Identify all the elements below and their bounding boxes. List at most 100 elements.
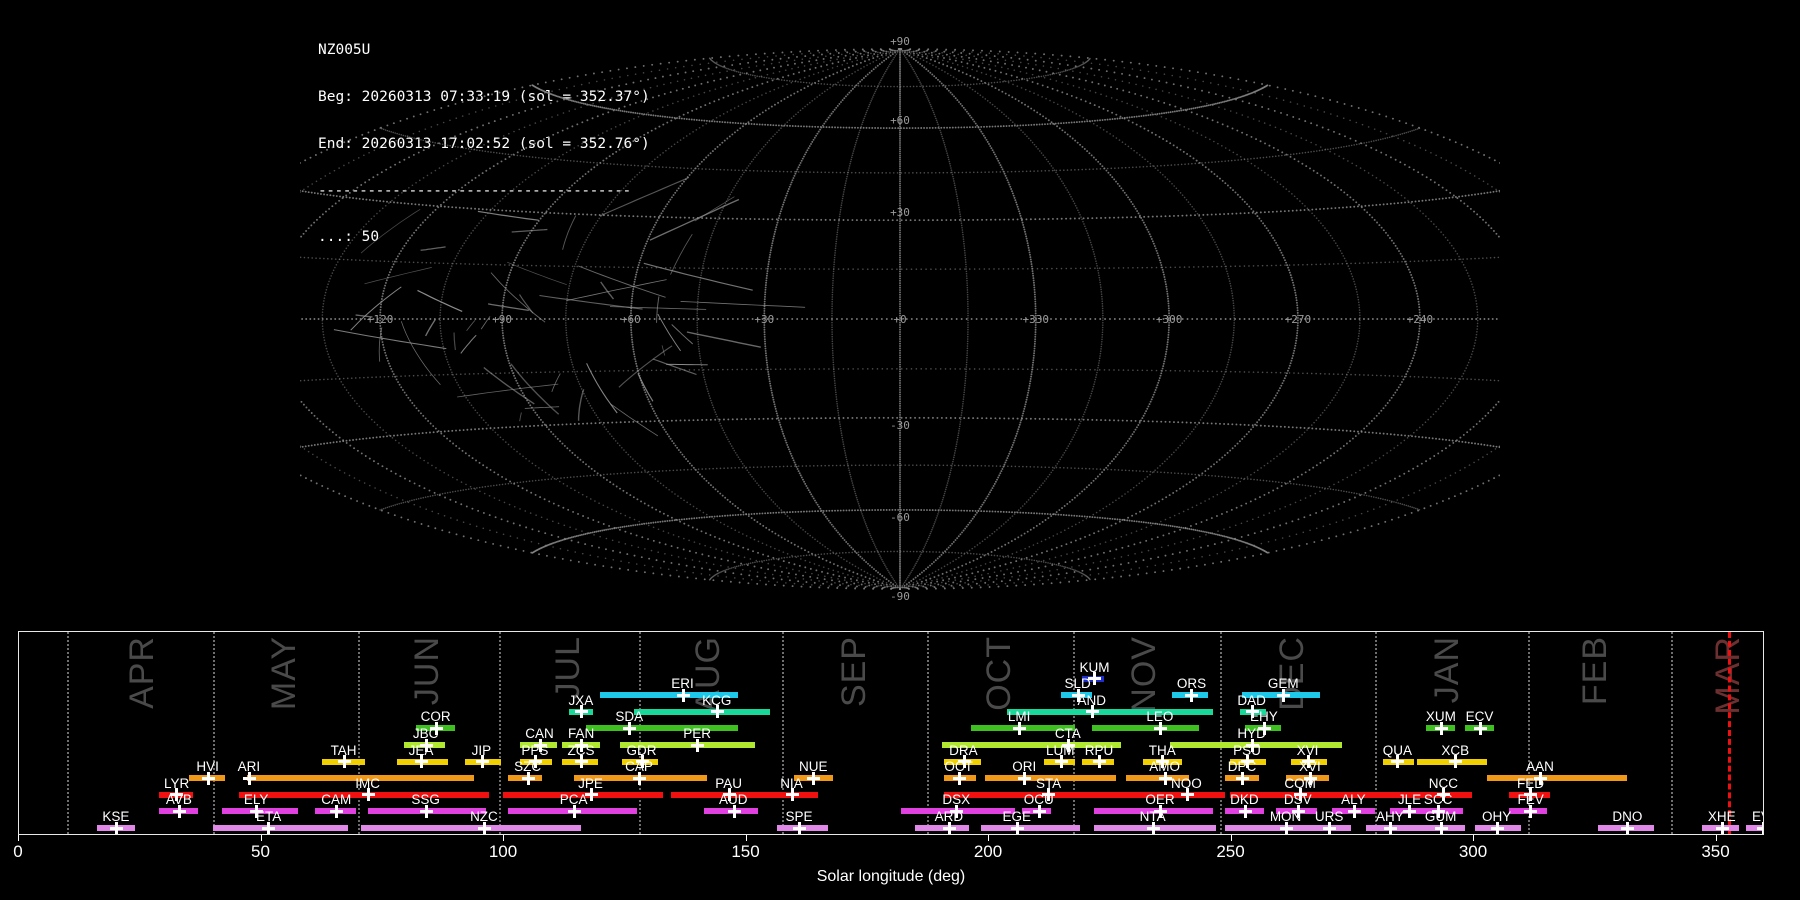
- shower-bar-aan[interactable]: [1486, 775, 1628, 782]
- shower-bar-sta[interactable]: [944, 791, 1129, 798]
- shower-label-dsv: DSV: [1283, 792, 1312, 808]
- shower-label-xcb: XCB: [1441, 742, 1470, 758]
- shower-bar-zcs[interactable]: [561, 758, 598, 765]
- shower-bar-oer[interactable]: [1094, 808, 1214, 815]
- shower-bar-nzc[interactable]: [360, 825, 581, 831]
- beg-line: Beg: 20260313 07:33:19 (sol = 352.37°): [318, 88, 650, 105]
- shower-bar-sda[interactable]: [585, 725, 739, 732]
- month-separator-feb: [1528, 632, 1531, 834]
- now-marker-line: [1727, 632, 1731, 834]
- shower-label-pau: PAU: [715, 775, 742, 791]
- axis-tick-label-300: 300: [1458, 842, 1488, 861]
- shower-label-xvi: XVI: [1296, 742, 1319, 758]
- shower-bar-jpe[interactable]: [503, 791, 664, 798]
- shower-bar-urs[interactable]: [1305, 825, 1352, 831]
- month-separator-oct: [927, 632, 930, 834]
- shower-bar-pca[interactable]: [508, 808, 637, 815]
- shower-label-hyd: HYD: [1237, 726, 1266, 741]
- shower-label-gdr: GDR: [626, 742, 657, 758]
- shower-bar-eta[interactable]: [212, 825, 349, 831]
- shower-label-leo: LEO: [1146, 709, 1174, 725]
- shower-label-aud: AUD: [719, 792, 748, 808]
- shower-bar-nia[interactable]: [765, 791, 819, 798]
- shower-bar-dkd[interactable]: [1225, 808, 1265, 815]
- shower-label-rpu: RPU: [1084, 742, 1114, 758]
- shower-bar-ahy[interactable]: [1365, 825, 1415, 831]
- shower-bar-noo[interactable]: [1118, 791, 1226, 798]
- shower-label-lmi: LMI: [1007, 709, 1031, 725]
- shower-bar-kse[interactable]: [96, 825, 136, 831]
- shower-bar-ari[interactable]: [246, 775, 475, 782]
- shower-bar-nta[interactable]: [1094, 825, 1216, 831]
- shower-label-pps: PPS: [521, 742, 549, 758]
- shower-bar-qua[interactable]: [1382, 758, 1415, 765]
- axis-title: Solar longitude (deg): [816, 868, 966, 885]
- shower-bar-ege[interactable]: [980, 825, 1080, 831]
- shower-label-ors: ORS: [1176, 676, 1207, 692]
- shower-label-oct: OCT: [944, 759, 973, 775]
- month-label-feb: FEB: [1575, 636, 1614, 706]
- shower-label-sda: SDA: [615, 709, 644, 725]
- month-label-dec: DEC: [1273, 636, 1312, 711]
- shower-bar-rpu[interactable]: [1082, 758, 1114, 765]
- shower-label-tah: TAH: [330, 742, 357, 758]
- shower-label-per: PER: [683, 726, 711, 741]
- shower-label-tha: THA: [1148, 742, 1176, 758]
- solar-longitude-axis: 0 50 100 150 200 250 300 350 Solar longitude (d…: [13, 835, 1764, 897]
- shower-label-ely: ELY: [243, 792, 269, 808]
- shower-bar-spe[interactable]: [777, 825, 828, 831]
- shower-bar-ard[interactable]: [915, 825, 969, 831]
- shower-bar-cta[interactable]: [941, 742, 1122, 748]
- month-label-nov: NOV: [1125, 636, 1164, 713]
- shower-bar-szc[interactable]: [508, 775, 543, 782]
- shower-label-ari: ARI: [237, 759, 261, 775]
- shower-bar-aud[interactable]: [704, 808, 758, 815]
- shower-bar-leo[interactable]: [1092, 725, 1199, 732]
- shower-bar-gum[interactable]: [1414, 825, 1466, 831]
- shower-bar-ecv[interactable]: [1465, 725, 1495, 732]
- header-info-block: NZ005U Beg: 20260313 07:33:19 (sol = 352…: [318, 12, 650, 277]
- sky-map-canvas: +90+60+30-30-60-90+180+150+120+90+60+30+…: [300, 35, 1500, 603]
- shower-label-ori: ORI: [1012, 759, 1037, 775]
- shower-label-hvi: HVI: [196, 759, 219, 775]
- shower-bar-ors[interactable]: [1171, 692, 1209, 699]
- shower-bar-jip[interactable]: [464, 758, 502, 765]
- shower-bar-ohy[interactable]: [1474, 825, 1521, 831]
- shower-activity-timeline[interactable]: APR MAY JUN JUL AUG SEP OCT NOV DEC JAN FEB MAR KUM E…: [18, 631, 1764, 835]
- shower-label-noo: NOO: [1171, 775, 1202, 791]
- shower-bar-xhe[interactable]: [1702, 825, 1739, 831]
- shower-bar-per[interactable]: [619, 742, 756, 748]
- axis-tick-0: [18, 835, 19, 841]
- shower-bar-cam[interactable]: [314, 808, 356, 815]
- shower-bar-and[interactable]: [1007, 708, 1214, 715]
- shower-bar-ssg[interactable]: [367, 808, 487, 815]
- shower-bar-xum[interactable]: [1426, 725, 1456, 732]
- month-separator-aug: [639, 632, 642, 834]
- shower-bar-evi[interactable]: [1746, 825, 1763, 831]
- shower-bar-dno[interactable]: [1598, 825, 1654, 831]
- shower-bar-dpc[interactable]: [1225, 775, 1260, 782]
- shower-bar-imc[interactable]: [239, 791, 489, 798]
- shower-bar-xcb[interactable]: [1416, 758, 1487, 765]
- shower-bar-eri[interactable]: [600, 692, 739, 699]
- shower-bar-amo[interactable]: [1125, 775, 1189, 782]
- shower-bar-avb[interactable]: [159, 808, 199, 815]
- shower-bar-tah[interactable]: [321, 758, 366, 765]
- shower-label-nzc: NZC: [470, 809, 498, 824]
- shower-bar-fev[interactable]: [1508, 808, 1548, 815]
- shower-label-pca: PCA: [559, 792, 588, 808]
- shower-label-ncc: NCC: [1428, 775, 1459, 791]
- shower-label-evi: EVI: [1752, 809, 1763, 824]
- shower-bar-com[interactable]: [1230, 791, 1415, 798]
- shower-bar-jxa[interactable]: [568, 708, 594, 715]
- shower-bar-oct[interactable]: [944, 775, 976, 782]
- shower-bar-jea[interactable]: [396, 758, 448, 765]
- shower-bar-lum[interactable]: [1043, 758, 1076, 765]
- station-id: NZ005U: [318, 42, 371, 59]
- shower-label-jle: JLE: [1397, 792, 1422, 808]
- shower-bar-kcg[interactable]: [634, 708, 770, 715]
- shower-label-sld: SLD: [1064, 676, 1091, 692]
- shower-bar-hvi[interactable]: [188, 775, 225, 782]
- shower-label-dpc: DPC: [1227, 759, 1257, 775]
- shower-bar-ori[interactable]: [985, 775, 1117, 782]
